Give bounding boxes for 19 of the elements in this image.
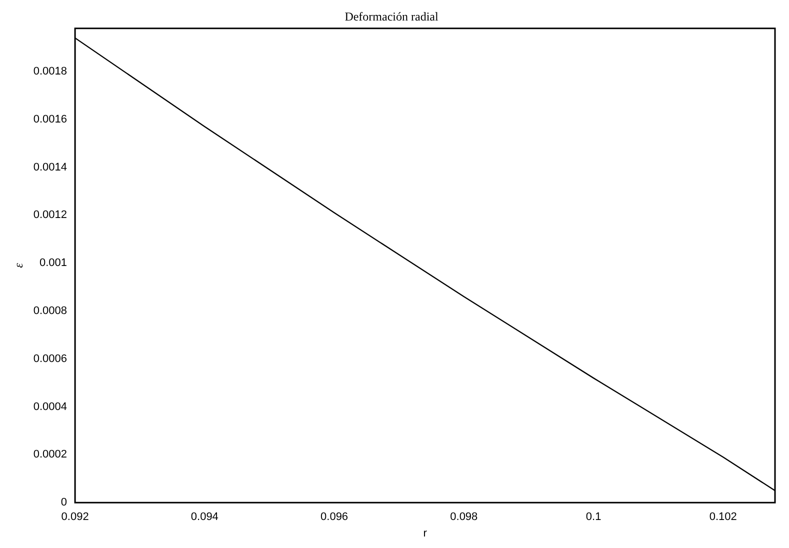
x-tick-label: 0.102 — [709, 511, 737, 524]
x-tick-label: 0.1 — [586, 511, 602, 524]
y-tick-label: 0.0018 — [33, 66, 68, 78]
y-tick-label: 0.0008 — [33, 305, 68, 318]
y-tick-label: 0.0014 — [33, 161, 68, 174]
y-axis-title: ε — [11, 262, 26, 268]
x-tick-label: 0.096 — [320, 511, 348, 524]
x-tick-label: 0.098 — [450, 511, 478, 524]
x-tick-label: 0.092 — [61, 511, 89, 524]
x-tick-label: 0.094 — [190, 511, 218, 524]
y-tick-label: 0.0006 — [33, 352, 68, 365]
y-tick-label: 0.0002 — [33, 448, 68, 461]
x-axis-title: r — [423, 527, 428, 540]
y-tick-label: 0 — [60, 496, 68, 509]
y-tick-label: 0.0016 — [33, 113, 68, 126]
chart-title: Deformación radial — [344, 9, 439, 24]
y-tick-label: 0.0012 — [33, 209, 68, 222]
y-tick-label: 0.001 — [40, 257, 68, 270]
y-tick-label: 0.0004 — [33, 400, 68, 413]
